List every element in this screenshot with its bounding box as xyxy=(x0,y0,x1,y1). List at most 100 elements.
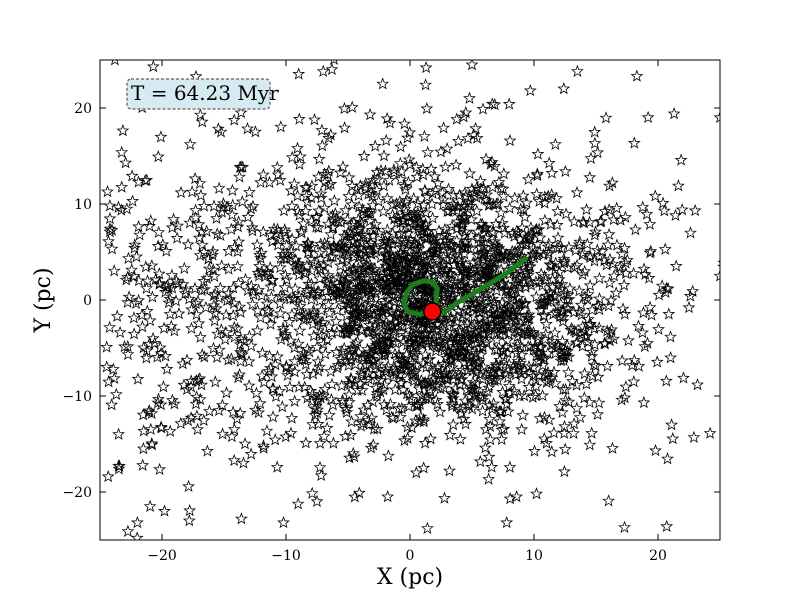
star-marker xyxy=(210,211,223,224)
star-marker xyxy=(487,240,501,254)
star-marker xyxy=(189,397,203,410)
star-marker xyxy=(615,247,629,260)
star-marker xyxy=(490,250,504,263)
star-marker xyxy=(102,234,115,248)
star-marker xyxy=(511,319,524,332)
star-marker xyxy=(469,366,483,379)
star-marker xyxy=(557,287,571,300)
star-marker xyxy=(132,219,146,233)
star-marker xyxy=(322,131,336,144)
star-marker xyxy=(640,207,654,220)
star-marker xyxy=(408,237,422,250)
star-marker xyxy=(308,113,321,126)
star-marker xyxy=(652,322,665,335)
star-marker xyxy=(313,460,327,473)
star-marker xyxy=(299,357,313,370)
star-marker xyxy=(293,324,307,337)
star-marker xyxy=(225,208,239,221)
star-marker xyxy=(352,200,366,213)
star-marker xyxy=(501,307,515,320)
star-marker xyxy=(338,274,352,288)
star-marker xyxy=(140,173,154,186)
star-marker xyxy=(140,304,154,317)
star-marker xyxy=(419,392,432,405)
star-marker xyxy=(511,271,525,284)
star-marker xyxy=(313,388,327,402)
star-marker xyxy=(557,254,571,267)
star-marker xyxy=(283,380,297,393)
star-marker xyxy=(637,262,651,275)
star-marker xyxy=(304,384,318,397)
star-marker xyxy=(414,252,427,265)
star-marker xyxy=(417,220,431,234)
star-marker xyxy=(252,269,266,282)
star-marker xyxy=(478,222,492,235)
star-marker xyxy=(326,212,340,225)
star-marker xyxy=(494,278,508,291)
star-marker xyxy=(660,519,674,533)
star-marker xyxy=(426,378,440,391)
star-marker xyxy=(458,225,472,238)
star-marker xyxy=(305,264,319,277)
star-marker xyxy=(275,400,289,413)
star-marker xyxy=(289,263,303,276)
star-marker xyxy=(507,290,521,303)
star-marker xyxy=(532,222,546,235)
star-marker xyxy=(522,380,536,393)
star-marker xyxy=(523,340,537,353)
star-marker xyxy=(592,396,606,409)
star-marker xyxy=(231,370,245,384)
star-marker xyxy=(490,333,504,346)
star-marker xyxy=(520,196,534,209)
star-marker xyxy=(446,391,460,405)
star-marker xyxy=(467,185,481,199)
star-marker xyxy=(378,164,392,177)
star-marker xyxy=(206,263,220,276)
star-marker xyxy=(413,414,427,427)
star-marker xyxy=(430,262,444,276)
star-marker xyxy=(684,226,697,239)
star-marker xyxy=(481,248,495,262)
star-marker xyxy=(312,204,326,217)
star-marker xyxy=(171,219,185,232)
star-marker xyxy=(585,426,599,439)
star-marker xyxy=(181,237,195,251)
star-marker xyxy=(284,184,298,197)
y-tick-label: 10 xyxy=(74,197,92,213)
star-marker xyxy=(561,365,575,378)
star-marker xyxy=(273,306,287,320)
star-marker xyxy=(368,139,382,152)
star-marker xyxy=(165,393,179,406)
star-marker xyxy=(118,339,131,353)
star-marker xyxy=(419,325,433,339)
star-marker xyxy=(541,189,555,202)
star-marker xyxy=(491,196,505,209)
star-marker xyxy=(354,295,368,308)
star-marker xyxy=(541,294,555,307)
star-marker xyxy=(407,207,421,220)
star-marker xyxy=(550,191,564,204)
star-marker xyxy=(208,314,222,327)
star-marker xyxy=(456,307,470,321)
star-marker xyxy=(380,246,394,259)
star-marker xyxy=(541,240,555,253)
star-marker xyxy=(393,227,407,240)
star-marker xyxy=(142,404,156,417)
star-marker xyxy=(559,382,573,396)
star-marker xyxy=(488,343,502,356)
star-marker xyxy=(618,307,632,320)
star-marker xyxy=(481,262,495,275)
star-marker xyxy=(213,281,227,294)
star-marker xyxy=(352,280,366,293)
star-marker xyxy=(127,269,141,282)
star-marker xyxy=(184,380,198,393)
star-marker xyxy=(585,345,599,358)
star-marker xyxy=(331,215,345,228)
star-marker xyxy=(395,270,409,283)
star-marker xyxy=(417,412,431,426)
star-marker xyxy=(600,324,614,337)
star-marker xyxy=(200,444,214,457)
star-marker xyxy=(360,206,374,219)
star-marker xyxy=(401,311,414,324)
star-marker xyxy=(538,410,551,423)
